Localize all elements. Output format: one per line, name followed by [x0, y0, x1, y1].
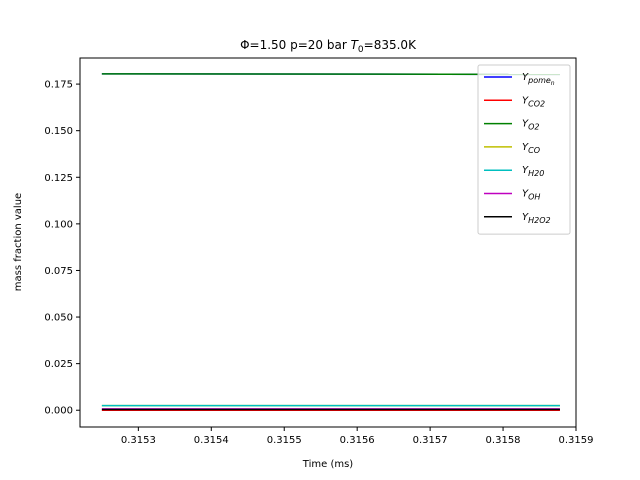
x-tick-label: 0.3159 — [559, 435, 594, 446]
legend-label: YO2 — [522, 119, 540, 132]
x-axis-label: Time (ms) — [302, 459, 354, 470]
chart-title: Φ=1.50 p=20 bar T0=835.0K — [240, 38, 417, 55]
plot-area-frame — [79, 57, 577, 428]
legend-box — [477, 64, 571, 235]
x-tick-label: 0.3157 — [413, 435, 448, 446]
y-axis-label: mass fraction value — [13, 193, 24, 291]
y-tick-label: 0.150 — [44, 126, 73, 137]
legend-label: YCO2 — [522, 95, 545, 108]
legend-label: Ypomen — [522, 72, 555, 87]
y-tick-label: 0.100 — [44, 219, 73, 230]
x-tick-label: 0.3156 — [340, 435, 375, 446]
y-tick-label: 0.175 — [44, 80, 73, 91]
legend: Ypomen YCO2 YO2 YCO YH20 YOH YH2O2 — [477, 64, 571, 235]
legend-label: YCO — [522, 142, 540, 155]
x-tick-label: 0.3153 — [121, 435, 156, 446]
x-tick-label: 0.3158 — [486, 435, 521, 446]
y-tick-label: 0.075 — [44, 266, 73, 277]
legend-label: YOH — [522, 189, 540, 202]
y-tick-label: 0.050 — [44, 313, 73, 324]
y-axis-ticks: 0.000 0.025 0.050 0.075 0.100 0.125 0.150 0.175 — [44, 80, 80, 417]
legend-label: YH2O2 — [522, 212, 551, 225]
y-tick-label: 0.025 — [44, 359, 73, 370]
x-axis-ticks: 0.3153 0.3154 0.3155 0.3156 0.3157 0.3158 0.31… — [121, 427, 594, 446]
y-tick-label: 0.125 — [44, 173, 73, 184]
x-tick-label: 0.3154 — [194, 435, 229, 446]
x-tick-label: 0.3155 — [267, 435, 302, 446]
legend-label: YH20 — [522, 165, 544, 178]
y-tick-label: 0.000 — [44, 406, 73, 417]
